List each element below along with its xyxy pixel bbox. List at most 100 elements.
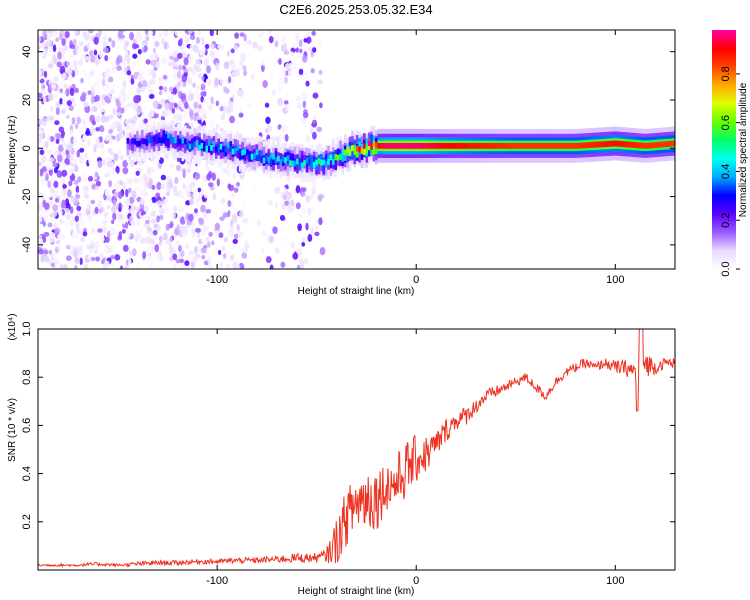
noise-speckle [211, 240, 215, 246]
ridge-cell [506, 142, 509, 149]
ridge-cell [272, 154, 275, 165]
ridge-cell [150, 136, 154, 143]
noise-speckle [88, 30, 94, 34]
ridge-cell [606, 141, 610, 147]
noise-speckle [308, 194, 314, 201]
noise-speckle [38, 104, 42, 110]
noise-speckle [187, 213, 194, 222]
ridge-cell [131, 140, 134, 151]
noise-speckle [175, 258, 181, 264]
noise-speckle [230, 219, 234, 227]
noise-speckle [195, 58, 202, 67]
ridge-cell [611, 140, 615, 147]
noise-speckle [163, 198, 168, 206]
noise-speckle [59, 65, 66, 75]
noise-speckle [59, 233, 66, 240]
noise-speckle [176, 81, 181, 88]
noise-speckle [78, 217, 85, 227]
noise-speckle [208, 264, 213, 269]
noise-speckle [99, 251, 104, 260]
noise-speckle [43, 141, 49, 149]
noise-speckle [151, 30, 156, 37]
noise-speckle [236, 223, 240, 232]
noise-speckle [151, 184, 156, 190]
noise-speckle [181, 183, 187, 190]
ridge-cell [269, 152, 273, 159]
noise-speckle [103, 122, 109, 130]
ridge-cell [322, 159, 326, 166]
noise-speckle [82, 135, 87, 141]
noise-speckle [297, 213, 304, 219]
ridge-cell [513, 142, 517, 149]
ridge-cell [382, 142, 385, 149]
noise-speckle [53, 180, 59, 188]
ridge-cell [296, 158, 299, 165]
ridge-cell [279, 159, 283, 166]
ridge-cell [394, 142, 397, 149]
noise-speckle [113, 153, 119, 161]
noise-speckle [317, 79, 323, 85]
noise-speckle [111, 219, 115, 225]
ridge-cell [446, 142, 450, 149]
ridge-cell [649, 142, 653, 149]
noise-speckle [69, 44, 76, 49]
noise-speckle [132, 115, 138, 123]
noise-speckle [204, 44, 210, 50]
noise-speckle [202, 176, 207, 183]
noise-speckle [291, 62, 296, 70]
noise-speckle [265, 256, 272, 263]
noise-speckle [309, 42, 314, 49]
noise-speckle [49, 212, 55, 218]
noise-speckle [163, 41, 168, 50]
noise-speckle [137, 252, 141, 258]
ridge-cell [386, 142, 390, 149]
ridge-cell [375, 143, 378, 155]
ridge-cell [551, 142, 555, 149]
noise-speckle [214, 77, 219, 86]
noise-speckle [60, 151, 66, 157]
ridge-cell [289, 153, 292, 164]
noise-speckle [238, 246, 244, 252]
noise-speckle [205, 166, 211, 172]
ridge-cell [377, 142, 380, 149]
noise-speckle [162, 78, 169, 84]
noise-speckle [206, 173, 211, 181]
noise-speckle [264, 102, 270, 108]
noise-speckle [69, 242, 74, 251]
noise-speckle [184, 101, 189, 109]
noise-speckle [67, 142, 74, 150]
noise-speckle [79, 127, 84, 135]
x-tick-label: -100 [206, 274, 228, 286]
noise-speckle [109, 124, 116, 131]
noise-speckle [173, 71, 178, 80]
ridge-cell [496, 142, 500, 149]
ridge-cell [468, 142, 471, 149]
noise-speckle [283, 43, 287, 51]
ridge-cell [212, 141, 216, 147]
noise-speckle [120, 68, 126, 76]
ridge-cell [616, 140, 619, 147]
ridge-cell [628, 141, 631, 148]
noise-speckle [303, 89, 307, 96]
noise-speckle [135, 206, 140, 212]
noise-speckle [63, 220, 68, 227]
noise-speckle [180, 250, 185, 258]
noise-speckle [95, 58, 101, 65]
ridge-cell [432, 142, 435, 149]
noise-speckle [123, 44, 128, 52]
ridge-cell [594, 141, 598, 148]
ridge-cell [179, 139, 182, 151]
noise-speckle [252, 41, 258, 49]
noise-speckle [93, 143, 99, 149]
ridge-cell [439, 142, 443, 149]
noise-speckle [104, 54, 109, 62]
noise-speckle [311, 187, 317, 196]
noise-speckle [239, 107, 243, 114]
ridge-cell [265, 155, 268, 161]
noise-speckle [230, 200, 235, 208]
ridge-cell [207, 141, 211, 153]
noise-speckle [290, 242, 296, 249]
noise-speckle [149, 111, 154, 117]
spectrogram-x-ticks: -100 0 100 [206, 30, 624, 286]
noise-speckle [38, 265, 44, 269]
